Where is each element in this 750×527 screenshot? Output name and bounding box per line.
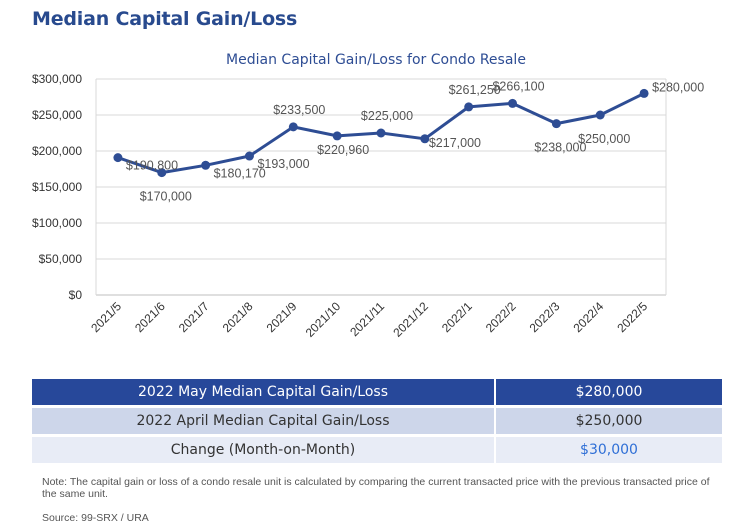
data-point: [157, 168, 167, 178]
data-label: $233,500: [273, 103, 325, 117]
data-label: $180,170: [214, 166, 266, 180]
chart-title: Median Capital Gain/Loss for Condo Resal…: [226, 52, 526, 68]
data-point: [420, 134, 430, 144]
row-value: $30,000: [496, 437, 722, 463]
x-tick-label: 2022/2: [483, 299, 519, 335]
y-tick-label: $0: [69, 288, 83, 302]
row-value: $280,000: [496, 379, 722, 405]
x-tick-label: 2022/5: [614, 299, 650, 335]
x-tick-label: 2021/12: [390, 299, 431, 340]
summary-table: 2022 May Median Capital Gain/Loss $280,0…: [32, 376, 722, 466]
data-point: [113, 153, 123, 163]
y-tick-label: $100,000: [32, 216, 82, 230]
data-point: [376, 128, 386, 138]
y-tick-label: $150,000: [32, 180, 82, 194]
data-point: [639, 88, 649, 98]
y-tick-label: $300,000: [32, 72, 82, 86]
x-tick-label: 2022/4: [570, 299, 606, 335]
row-label: 2022 May Median Capital Gain/Loss: [32, 379, 496, 405]
data-point: [244, 151, 254, 161]
row-label: Change (Month-on-Month): [32, 437, 496, 463]
data-point: [201, 160, 211, 170]
data-label: $266,100: [492, 79, 544, 93]
x-tick-label: 2021/10: [303, 299, 344, 340]
data-label: $261,250: [449, 83, 501, 97]
data-label: $238,000: [534, 141, 586, 155]
data-label: $193,000: [257, 157, 309, 171]
source-text: Source: 99-SRX / URA: [42, 512, 149, 524]
data-label: $170,000: [140, 190, 192, 204]
data-point: [464, 102, 474, 112]
data-label: $220,960: [317, 143, 369, 157]
y-tick-label: $250,000: [32, 108, 82, 122]
data-label: $190,800: [126, 159, 178, 173]
data-label: $280,000: [652, 80, 704, 94]
table-row: 2022 May Median Capital Gain/Loss $280,0…: [32, 379, 722, 405]
x-tick-label: 2022/1: [439, 299, 475, 335]
y-tick-label: $200,000: [32, 144, 82, 158]
footnote: Note: The capital gain or loss of a cond…: [42, 476, 710, 500]
data-label: $250,000: [578, 132, 630, 146]
x-tick-label: 2021/7: [176, 299, 212, 335]
data-point: [508, 98, 518, 108]
table-row: Change (Month-on-Month) $30,000: [32, 437, 722, 463]
row-label: 2022 April Median Capital Gain/Loss: [32, 408, 496, 434]
x-tick-label: 2021/11: [347, 299, 387, 339]
table-row: 2022 April Median Capital Gain/Loss $250…: [32, 408, 722, 434]
x-tick-label: 2021/8: [220, 299, 256, 335]
x-tick-label: 2021/6: [132, 299, 168, 335]
data-label: $225,000: [361, 109, 413, 123]
x-tick-label: 2022/3: [527, 299, 563, 335]
y-tick-label: $50,000: [39, 252, 83, 266]
row-value: $250,000: [496, 408, 722, 434]
line-chart: Median Capital Gain/Loss for Condo Resal…: [32, 52, 704, 340]
data-point: [332, 131, 342, 141]
data-point: [551, 119, 561, 129]
x-tick-label: 2021/9: [264, 299, 300, 335]
data-point: [595, 110, 605, 120]
data-point: [288, 122, 298, 132]
page-title: Median Capital Gain/Loss: [32, 8, 298, 30]
x-tick-label: 2021/5: [88, 299, 124, 335]
data-label: $217,000: [429, 136, 481, 150]
